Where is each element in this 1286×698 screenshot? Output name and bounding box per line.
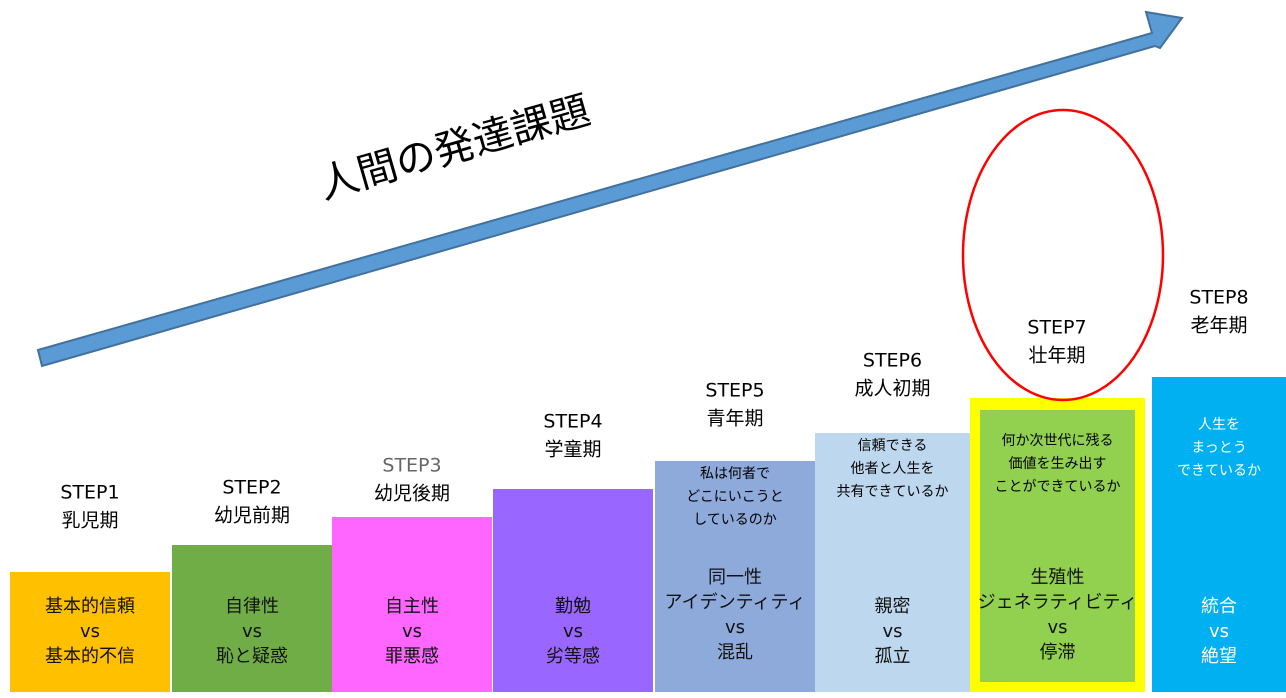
step-period: 成人初期 bbox=[854, 378, 930, 400]
step-label: STEP1 bbox=[60, 482, 119, 504]
step-task: vs bbox=[402, 621, 422, 642]
title: 人間の発達課題 bbox=[314, 87, 596, 208]
step-box bbox=[332, 517, 492, 692]
step-task: 基本的不信 bbox=[45, 646, 135, 667]
step-label: STEP4 bbox=[543, 411, 602, 433]
step-period: 幼児前期 bbox=[214, 505, 290, 527]
step-label: STEP3 bbox=[382, 455, 441, 477]
step-task: ジェネラティビティ bbox=[978, 592, 1138, 613]
step-label: STEP7 bbox=[1027, 317, 1086, 339]
step-task: 孤立 bbox=[875, 646, 911, 667]
step-task: vs bbox=[1209, 621, 1229, 642]
step-question: しているのか bbox=[693, 512, 777, 528]
step-task: 罪悪感 bbox=[385, 646, 439, 667]
step-box bbox=[1152, 377, 1286, 692]
step-question: 私は何者で bbox=[700, 466, 770, 482]
step-task: vs bbox=[882, 621, 902, 642]
step-label: STEP6 bbox=[863, 350, 922, 372]
step-task: 親密 bbox=[875, 596, 911, 617]
step-task: 勤勉 bbox=[555, 596, 591, 617]
step-box bbox=[815, 433, 970, 692]
step-question: 人生を bbox=[1198, 417, 1240, 433]
progress-arrow bbox=[36, 10, 1184, 368]
step-task: 自律性 bbox=[225, 596, 279, 617]
step-period: 幼児後期 bbox=[374, 483, 450, 505]
step-task: 混乱 bbox=[717, 642, 753, 663]
step-period: 壮年期 bbox=[1028, 345, 1085, 367]
step-task: アイデンティティ bbox=[665, 592, 806, 613]
step-question: 信頼できる bbox=[858, 438, 928, 454]
step-question: どこにいこうと bbox=[686, 489, 784, 505]
step-question: 価値を生み出す bbox=[1009, 456, 1107, 472]
step-task: vs bbox=[1047, 617, 1067, 638]
step-task: vs bbox=[242, 621, 262, 642]
step-question: 共有できているか bbox=[837, 484, 949, 500]
step-task: 同一性 bbox=[708, 567, 762, 588]
step-label: STEP5 bbox=[705, 380, 764, 402]
step-box bbox=[493, 489, 653, 692]
step-question: 他者と人生を bbox=[851, 461, 935, 477]
step-period: 老年期 bbox=[1190, 315, 1247, 337]
step-task: 自主性 bbox=[385, 596, 439, 617]
step-period: 青年期 bbox=[706, 408, 763, 430]
step-task: vs bbox=[563, 621, 583, 642]
step-task: 絶望 bbox=[1201, 646, 1237, 667]
step-question: 何か次世代に残る bbox=[1002, 433, 1114, 449]
step-inner bbox=[980, 410, 1135, 682]
step-question: まっとう bbox=[1191, 440, 1246, 456]
step-task: 恥と疑惑 bbox=[216, 646, 288, 667]
step-task: vs bbox=[725, 617, 745, 638]
step-task: 基本的信頼 bbox=[45, 596, 135, 617]
step-task: 停滞 bbox=[1040, 642, 1076, 663]
step-task: vs bbox=[80, 621, 100, 642]
step-box bbox=[10, 572, 170, 692]
step-question: できているか bbox=[1177, 463, 1261, 479]
step-question: ことができているか bbox=[995, 479, 1121, 495]
step-task: 統合 bbox=[1201, 596, 1237, 617]
step-box bbox=[172, 545, 332, 692]
step-task: 生殖性 bbox=[1031, 566, 1085, 588]
step-period: 学童期 bbox=[544, 439, 601, 461]
highlight-circle bbox=[961, 108, 1165, 402]
step-task: 劣等感 bbox=[546, 646, 600, 667]
step-period: 乳児期 bbox=[61, 510, 118, 532]
step-label: STEP8 bbox=[1189, 287, 1248, 309]
step-label: STEP2 bbox=[222, 477, 281, 499]
step-box bbox=[655, 461, 815, 692]
